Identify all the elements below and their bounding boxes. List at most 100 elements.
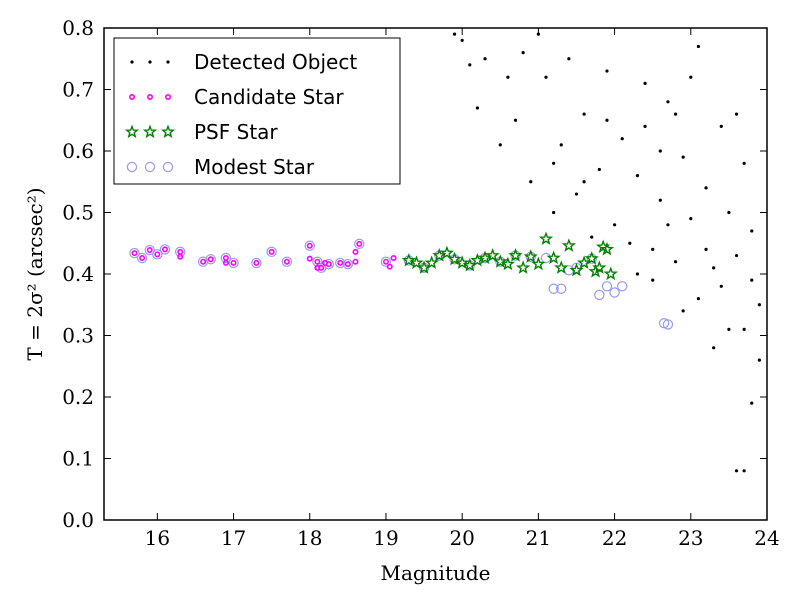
point-detected-object [689,217,693,221]
point-candidate-star [253,259,260,266]
point-psf-star [416,260,432,274]
point-detected-object [712,266,716,270]
legend-box [113,37,401,185]
point-detected-object [475,106,480,110]
point-candidate-star [177,248,184,255]
chart-marks [117,32,761,473]
point-detected-object [666,100,670,104]
point-candidate-star [207,256,214,263]
x-tick-label: 21 [526,526,551,550]
legend-marker [147,94,154,101]
point-detected-object [468,63,472,67]
point-modest-star [354,238,365,250]
point-detected-object [513,118,518,122]
point-detected-object [719,284,723,288]
legend-marker [142,124,158,139]
point-candidate-star [325,261,332,268]
point-modest-star [594,289,605,301]
point-detected-object [643,81,647,85]
point-candidate-star [161,246,168,253]
point-detected-object [590,235,594,239]
point-psf-star [561,238,576,252]
point-detected-object [529,180,533,184]
point-psf-star [569,262,584,277]
point-psf-star [599,241,615,256]
legend-marker [160,124,176,139]
point-psf-star [439,245,455,260]
point-modest-star [556,283,567,294]
point-psf-star [409,255,424,269]
point-psf-star [470,252,485,267]
point-modest-star [323,258,335,270]
point-psf-star [477,250,493,265]
point-detected-object [727,210,731,215]
point-detected-object [742,327,746,331]
legend-item-psf-star: PSF Star [124,120,278,144]
legend-label: Candidate Star [194,85,344,109]
point-psf-star [523,249,538,263]
point-modest-star [662,319,674,330]
legend-item-candidate-star: Candidate Star [129,85,344,109]
point-detected-object [742,469,746,473]
point-psf-star [546,250,561,265]
point-candidate-star [356,240,363,247]
point-candidate-star [139,255,146,262]
x-axis-label: Magnitude [380,561,490,585]
y-tick-label: 0.2 [62,385,94,409]
point-detected-object [750,401,754,405]
y-tick-label: 0.0 [62,508,94,532]
point-detected-object [651,247,655,251]
legend-marker [162,161,174,173]
point-detected-object [612,223,617,227]
point-detected-object [750,278,754,282]
point-detected-object [651,278,655,282]
point-candidate-star [337,259,344,266]
point-detected-object [544,75,548,79]
point-modest-star [281,256,293,267]
y-axis-label: T = 2σ² (arcsec²) [23,187,47,360]
y-tick-label: 0.7 [62,78,94,102]
point-modest-star [266,246,277,258]
point-candidate-star [146,247,153,254]
legend-marker [165,94,172,101]
legend-marker [148,60,152,64]
point-modest-star [220,252,232,264]
point-detected-object [635,174,640,178]
point-candidate-star [344,261,351,268]
point-candidate-star [230,259,237,266]
point-detected-object [506,75,510,79]
point-detected-object [605,69,609,73]
point-detected-object [712,346,716,350]
point-modest-star [129,247,140,259]
point-modest-star [152,249,163,260]
point-modest-star [144,244,155,256]
legend-marker [124,124,140,139]
point-detected-object [635,272,640,276]
point-detected-object [673,112,678,116]
point-psf-star [493,254,508,268]
legend-item-detected-object: Detected Object [130,50,357,74]
point-psf-star [424,255,439,269]
point-detected-object [628,241,632,245]
point-candidate-star [352,248,359,255]
legend-item-modest-star: Modest Star [126,155,315,179]
x-tick-label: 19 [373,526,398,550]
point-detected-object [742,161,746,165]
x-tick-label: 20 [449,526,474,550]
point-detected-object [696,297,701,301]
point-detected-object [452,32,457,36]
point-detected-object [750,229,754,233]
point-detected-object [559,143,563,147]
point-detected-object [658,149,662,153]
point-modest-star [197,256,209,267]
point-modest-star [304,240,315,251]
legend-marker [129,94,136,101]
point-candidate-star [268,248,275,255]
point-psf-star [447,251,462,266]
point-detected-object [757,303,761,307]
point-detected-object [552,210,556,215]
point-candidate-star [222,255,229,262]
point-candidate-star [154,251,161,258]
point-modest-star [251,257,262,269]
point-candidate-star [222,259,229,266]
